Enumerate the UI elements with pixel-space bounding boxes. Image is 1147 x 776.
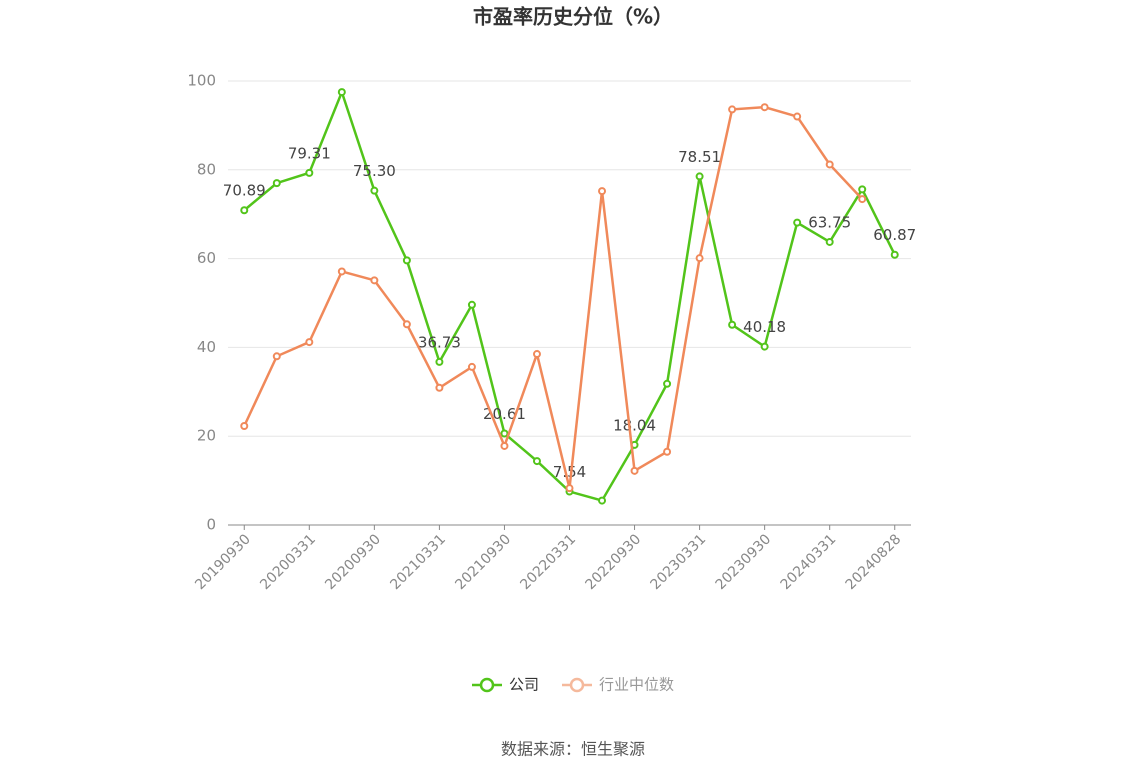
- value-label: 63.75: [808, 213, 851, 231]
- point: [467, 362, 476, 371]
- point: [435, 383, 444, 392]
- point: [402, 320, 411, 329]
- value-label: 40.18: [743, 318, 786, 336]
- chart-title: 市盈率历史分位（%）: [473, 5, 673, 29]
- x-tick-label: 20230331: [648, 531, 710, 593]
- point: [695, 254, 704, 263]
- point: [793, 112, 802, 121]
- point: [598, 496, 607, 505]
- point: [272, 179, 281, 188]
- y-tick-label: 0: [206, 516, 216, 534]
- point: [760, 103, 769, 112]
- x-tick-label: 20210331: [387, 531, 449, 593]
- point: [858, 185, 867, 194]
- point: [337, 267, 346, 276]
- y-tick-label: 40: [197, 338, 216, 356]
- point: [337, 88, 346, 97]
- y-tick-label: 100: [187, 72, 216, 90]
- series-line: [243, 105, 864, 489]
- point: [305, 338, 314, 347]
- point: [663, 379, 672, 388]
- x-tick-label: 20240828: [843, 531, 905, 593]
- point: [598, 187, 607, 196]
- point: [240, 206, 249, 215]
- y-tick-label: 80: [197, 160, 216, 178]
- point: [532, 457, 541, 466]
- value-label: 7.54: [553, 463, 586, 481]
- point: [630, 466, 639, 475]
- point: [370, 186, 379, 195]
- value-label: 78.51: [678, 148, 721, 166]
- point: [305, 168, 314, 177]
- point: [370, 276, 379, 285]
- point: [500, 429, 509, 438]
- value-label: 36.73: [418, 333, 461, 351]
- series-line: [243, 88, 896, 503]
- y-tick-label: 60: [197, 249, 216, 267]
- legend-marker: [479, 677, 495, 693]
- legend-label: 行业中位数: [599, 676, 674, 694]
- point: [890, 250, 899, 259]
- point: [760, 342, 769, 351]
- point: [728, 105, 737, 114]
- source: 数据来源：恒生聚源: [501, 740, 645, 759]
- value-label: 60.87: [873, 226, 916, 244]
- x-tick-label: 20200930: [322, 531, 384, 593]
- point: [500, 441, 509, 450]
- point: [858, 195, 867, 204]
- point: [793, 218, 802, 227]
- point: [565, 484, 574, 493]
- value-label: 70.89: [223, 182, 266, 200]
- y-tick-label: 20: [197, 427, 216, 445]
- legend-label: 公司: [509, 676, 539, 694]
- point: [728, 320, 737, 329]
- value-label: 75.30: [353, 162, 396, 180]
- point: [532, 350, 541, 359]
- point: [467, 300, 476, 309]
- value-label: 18.04: [613, 416, 656, 434]
- point: [435, 357, 444, 366]
- x-tick-label: 20210930: [452, 531, 514, 593]
- x-tick-label: 20220331: [517, 531, 579, 593]
- value-label: 79.31: [288, 144, 331, 162]
- point: [402, 256, 411, 265]
- x-tick-label: 20190930: [192, 531, 254, 593]
- x-tick-label: 20230930: [713, 531, 775, 593]
- legend-marker: [569, 677, 585, 693]
- point: [695, 172, 704, 181]
- point: [240, 421, 249, 430]
- point: [663, 447, 672, 456]
- point: [272, 352, 281, 361]
- x-tick-label: 20220930: [582, 531, 644, 593]
- x-tick-label: 20240331: [778, 531, 840, 593]
- point: [825, 160, 834, 169]
- point: [825, 237, 834, 246]
- x-tick-label: 20200331: [257, 531, 319, 593]
